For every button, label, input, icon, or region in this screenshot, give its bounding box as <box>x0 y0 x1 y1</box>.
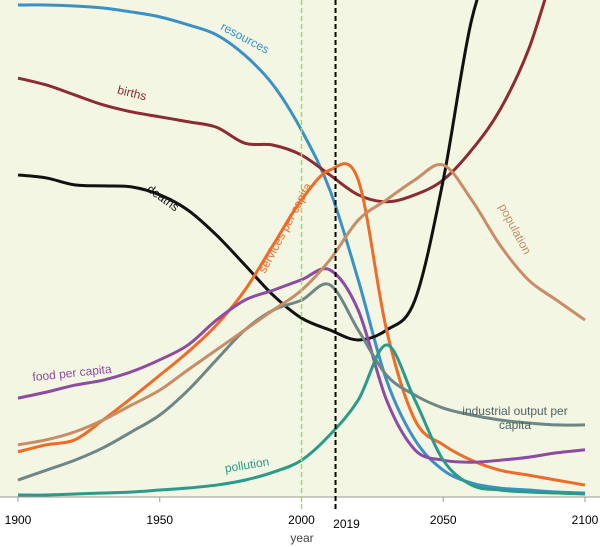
annotation: 2019 <box>333 517 360 531</box>
x-tick-label: 1950 <box>146 513 173 527</box>
series-line <box>17 3 586 495</box>
series-label: industrial output per capita <box>462 404 568 432</box>
series-line <box>17 162 586 487</box>
x-tick-label: 2100 <box>572 513 599 527</box>
plot-background <box>0 0 600 497</box>
series-line <box>17 343 586 497</box>
x-tick-label: 1900 <box>5 513 32 527</box>
x-tick-label: 2000 <box>288 513 315 527</box>
x-tick-label: 2050 <box>430 513 457 527</box>
x-axis-label: year <box>290 531 313 545</box>
series-line <box>17 0 547 204</box>
series-line <box>17 267 586 464</box>
series-line <box>17 0 479 342</box>
